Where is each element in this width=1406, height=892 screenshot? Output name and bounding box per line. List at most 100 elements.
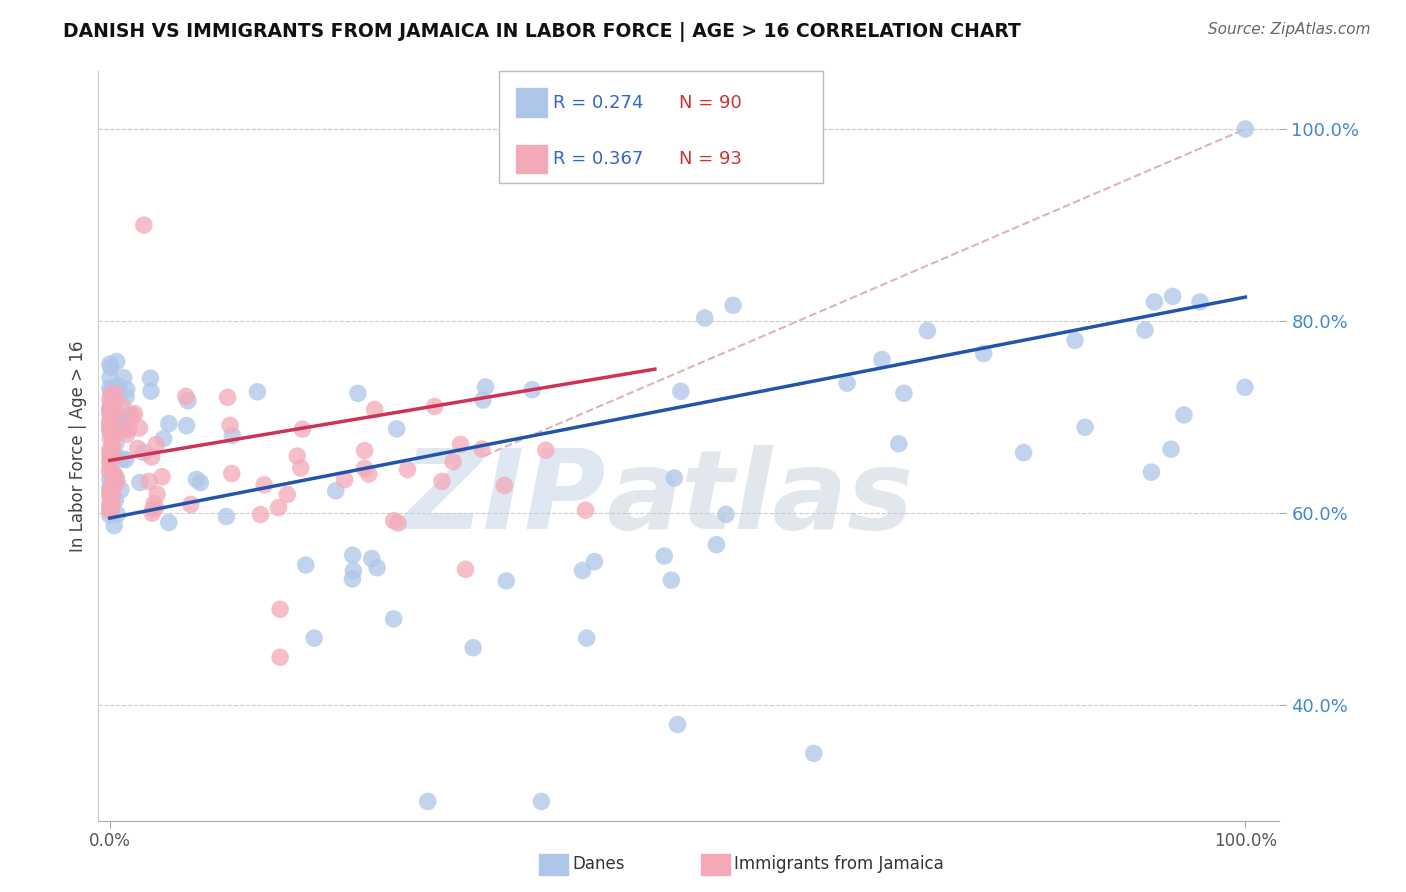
Point xyxy=(105,472,128,486)
Point xyxy=(100,500,122,514)
Point xyxy=(115,383,138,397)
Point xyxy=(104,468,127,483)
Point xyxy=(98,466,121,480)
Point xyxy=(973,346,995,360)
Point xyxy=(111,399,134,413)
Point xyxy=(157,417,180,431)
Text: Immigrants from Jamaica: Immigrants from Jamaica xyxy=(734,855,943,873)
Point xyxy=(101,422,124,436)
Point xyxy=(100,397,122,411)
Point xyxy=(98,381,121,395)
Point xyxy=(132,218,155,232)
Point xyxy=(893,386,915,401)
Point xyxy=(363,402,385,417)
Point xyxy=(423,400,446,414)
Point xyxy=(1133,323,1156,337)
Point xyxy=(249,508,271,522)
Text: R = 0.367: R = 0.367 xyxy=(553,150,643,168)
Point xyxy=(98,402,121,417)
Point xyxy=(450,437,472,451)
Point xyxy=(103,518,125,533)
Point xyxy=(104,436,127,450)
Point xyxy=(100,417,122,431)
Point xyxy=(221,467,243,481)
Point xyxy=(100,442,122,456)
Point xyxy=(145,437,167,451)
Point xyxy=(574,503,596,517)
Point xyxy=(103,396,125,410)
Point xyxy=(215,509,238,524)
Point xyxy=(115,427,138,442)
Point xyxy=(290,461,312,475)
Point xyxy=(803,747,825,761)
Point xyxy=(652,549,675,563)
Point xyxy=(100,405,122,419)
Point xyxy=(721,298,744,312)
Point xyxy=(112,421,135,435)
Point xyxy=(98,483,121,498)
Point xyxy=(115,390,138,404)
Point xyxy=(141,506,163,520)
Point xyxy=(100,504,122,518)
Text: R = 0.274: R = 0.274 xyxy=(553,94,643,112)
Point xyxy=(382,612,405,626)
Point xyxy=(291,422,314,436)
Point xyxy=(100,395,122,409)
Point xyxy=(98,442,121,457)
Point xyxy=(103,414,125,428)
Point xyxy=(396,462,419,476)
Point xyxy=(837,376,859,391)
Point xyxy=(98,432,121,446)
Point xyxy=(101,438,124,452)
Point xyxy=(141,450,163,464)
Point xyxy=(176,418,198,433)
Point xyxy=(267,500,290,515)
Point xyxy=(112,370,135,384)
Point xyxy=(887,436,910,450)
Point xyxy=(333,473,356,487)
Point xyxy=(104,492,127,507)
Point xyxy=(522,383,544,397)
Point xyxy=(353,461,375,475)
Point xyxy=(101,478,124,492)
Point xyxy=(430,475,453,489)
Point xyxy=(693,311,716,326)
Point xyxy=(1074,420,1097,434)
Point xyxy=(110,483,132,497)
Point xyxy=(474,380,496,394)
Point xyxy=(105,508,128,522)
Y-axis label: In Labor Force | Age > 16: In Labor Force | Age > 16 xyxy=(69,340,87,552)
Point xyxy=(100,418,122,433)
Point xyxy=(104,386,127,401)
Point xyxy=(177,393,200,408)
Point xyxy=(98,447,121,461)
Point xyxy=(121,409,143,424)
Point xyxy=(1234,122,1257,136)
Point xyxy=(1233,380,1256,394)
Point xyxy=(416,794,439,808)
Point xyxy=(114,452,136,467)
Point xyxy=(1173,408,1195,422)
Point xyxy=(357,467,380,481)
Point xyxy=(100,446,122,460)
Point xyxy=(454,562,477,576)
Point xyxy=(186,472,208,486)
Point xyxy=(342,548,364,562)
Point xyxy=(98,481,121,495)
Point xyxy=(246,384,269,399)
Point xyxy=(1188,294,1211,309)
Point xyxy=(98,462,121,476)
Point xyxy=(98,502,121,516)
Text: DANISH VS IMMIGRANTS FROM JAMAICA IN LABOR FORCE | AGE > 16 CORRELATION CHART: DANISH VS IMMIGRANTS FROM JAMAICA IN LAB… xyxy=(63,22,1021,42)
Point xyxy=(118,422,141,436)
Point xyxy=(114,412,136,426)
Point xyxy=(98,472,121,486)
Point xyxy=(98,508,121,523)
Point xyxy=(100,399,122,413)
Text: N = 90: N = 90 xyxy=(679,94,742,112)
Point xyxy=(132,445,155,459)
Point xyxy=(98,487,121,501)
Point xyxy=(98,415,121,429)
Point xyxy=(98,490,121,504)
Point xyxy=(139,371,162,385)
